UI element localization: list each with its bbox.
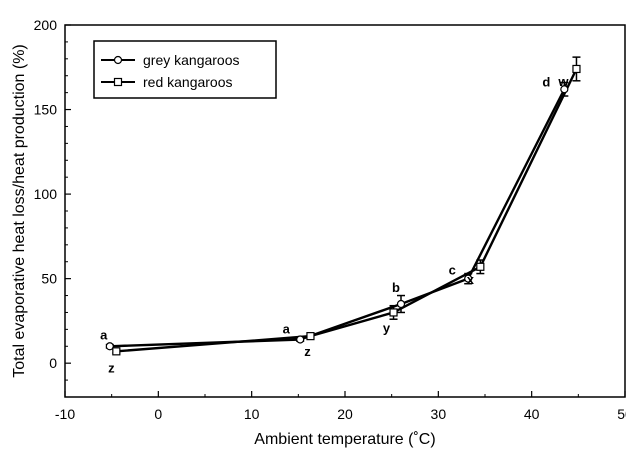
x-tick-label: 50 xyxy=(617,406,626,422)
significance-letter: a xyxy=(100,327,108,342)
x-tick-label: 20 xyxy=(337,406,353,422)
legend: grey kangaroos red kangaroos xyxy=(93,40,277,99)
significance-letter: w xyxy=(557,74,569,89)
data-point-red xyxy=(389,308,398,317)
significance-letters: a a b c d z z y x w xyxy=(100,74,569,375)
series-line-grey xyxy=(109,88,566,348)
data-point-red xyxy=(306,332,315,341)
legend-marker-circle xyxy=(113,55,123,65)
x-tick-label: 40 xyxy=(524,406,540,422)
y-tick-label: 50 xyxy=(41,271,57,287)
y-tick-label: 100 xyxy=(34,186,58,202)
data-point-grey xyxy=(296,335,305,344)
significance-letter: x xyxy=(467,272,475,287)
legend-box xyxy=(93,40,277,99)
significance-letter: y xyxy=(383,320,391,335)
y-tick-label: 0 xyxy=(49,355,57,371)
axis-ticks: -10 0 10 20 30 40 50 0 50 100 150 200 xyxy=(34,17,626,422)
y-axis-title: Total evaporative heat loss/heat product… xyxy=(11,44,28,378)
data-point-red xyxy=(112,347,121,356)
significance-letter: a xyxy=(283,322,291,337)
legend-label-red: red kangaroos xyxy=(143,74,233,90)
data-point-grey xyxy=(105,342,114,351)
x-axis-title: Ambient temperature (˚C) xyxy=(254,431,435,448)
data-point-grey xyxy=(464,274,473,283)
data-point-red xyxy=(572,64,581,74)
significance-letter: b xyxy=(392,280,400,295)
x-tick-label: 10 xyxy=(244,406,260,422)
series-line-red xyxy=(116,68,578,353)
y-tick-label: 150 xyxy=(34,102,58,118)
series-lines xyxy=(109,68,578,353)
legend-marker-square xyxy=(113,77,123,87)
x-tick-label: -10 xyxy=(55,406,75,422)
y-tick-label: 200 xyxy=(34,17,58,33)
significance-letter: z xyxy=(304,344,311,359)
x-tick-label: 30 xyxy=(431,406,447,422)
significance-letter: c xyxy=(449,263,456,278)
data-point-red xyxy=(476,262,485,271)
legend-label-grey: grey kangaroos xyxy=(143,52,240,68)
significance-letter: z xyxy=(108,360,115,375)
data-markers xyxy=(105,64,581,356)
significance-letter: d xyxy=(542,74,550,89)
data-point-grey xyxy=(560,85,569,94)
x-tick-label: 0 xyxy=(154,406,162,422)
data-point-grey xyxy=(396,299,406,309)
